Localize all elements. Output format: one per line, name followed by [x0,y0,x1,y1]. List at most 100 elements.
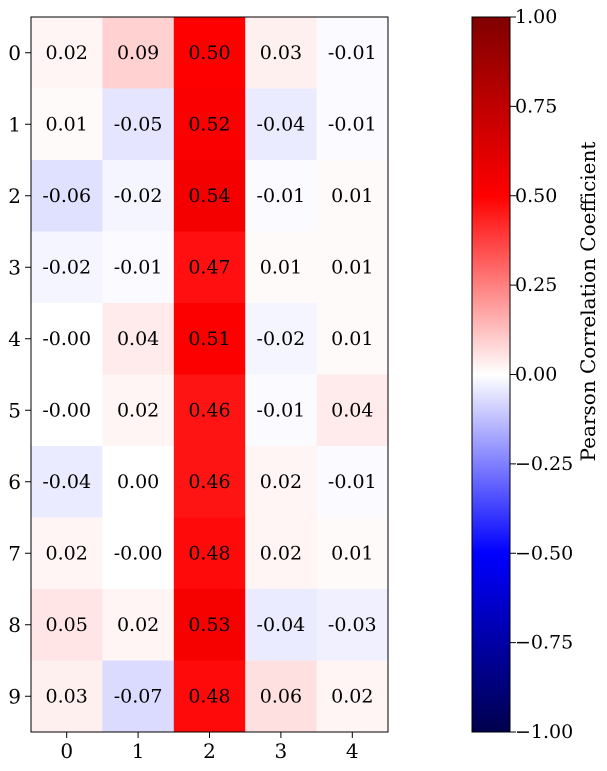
cell-value-label: 0.52 [188,113,230,135]
cell-value-label: 0.50 [188,42,230,64]
cell-value-label: 0.48 [188,685,230,707]
heatmap-cell [31,517,103,590]
cell-value-label: -0.00 [42,399,91,421]
cell-value-label: -0.00 [114,542,163,564]
heatmap-cell [173,17,246,89]
heatmap-cell [245,446,318,518]
heatmap-cell [245,231,318,304]
heatmap-cell [316,303,389,375]
colorbar-ticks: 1.00 0.75 0.50 0.25 0.00 −0.25 −0.50 −0.75 −1.00 [510,6,573,743]
heatmap-cell [245,88,318,161]
cell-value-label: 0.02 [331,685,373,707]
heatmap-cell [245,160,318,232]
cell-value-label: 0.01 [331,185,373,207]
cell-value-label: -0.05 [114,113,163,135]
cell-value-label: 0.03 [260,42,302,64]
cell-value-label: -0.04 [42,471,91,493]
cell-value-label: -0.01 [328,42,377,64]
heatmap-cell [102,231,175,304]
y-axis: 0 1 2 3 4 5 6 7 8 9 [8,41,31,708]
cell-value-label: 0.02 [117,614,159,636]
cell-value-label: 0.47 [188,256,230,278]
heatmap-cell [102,17,175,89]
heatmap-cell [245,17,318,89]
heatmap-cell [245,517,318,590]
x-tick-label: 2 [203,739,216,763]
heatmap-cell [173,160,246,232]
heatmap-cell [31,303,103,375]
colorbar [471,16,511,733]
cell-value-label: -0.01 [257,399,306,421]
heatmap-cell [245,303,318,375]
cell-value-label: -0.02 [257,328,306,350]
cell-value-label: -0.04 [257,113,306,135]
colorbar-tick-label: −0.75 [515,632,573,654]
cell-value-label: -0.03 [328,614,377,636]
colorbar-tick-label: −0.25 [515,453,573,475]
y-tick-label: 4 [8,327,21,351]
heatmap-cell [31,88,103,161]
heatmap-cell [316,88,389,161]
cell-value-label: 0.01 [331,328,373,350]
heatmap-cell [31,160,103,232]
heatmap-cell [316,446,389,518]
colorbar-tick-label: 0.75 [515,95,557,117]
cell-value-label: 0.03 [46,685,88,707]
cell-value-label: -0.00 [42,328,91,350]
heatmap-cell [173,303,246,375]
cell-value-label: -0.01 [328,113,377,135]
heatmap-cell [173,589,246,661]
x-tick-label: 0 [60,739,73,763]
heatmap-cell [316,589,389,661]
heatmap-cell [31,446,103,518]
heatmap-cell [316,231,389,304]
cell-value-label: -0.01 [257,185,306,207]
colorbar-label: Pearson Correlation Coefficient [576,142,600,462]
cell-value-label: 0.01 [331,256,373,278]
heatmap-cell [316,374,389,447]
heatmap-cell [173,446,246,518]
heatmap-cell [316,17,389,89]
heatmap-cell [316,517,389,590]
cell-value-label: -0.06 [42,185,91,207]
x-tick-label: 3 [275,739,288,763]
colorbar-tick-label: 0.00 [515,364,557,386]
heatmap-cell [245,374,318,447]
cell-value-label: 0.09 [117,42,159,64]
y-tick-label: 0 [8,41,21,65]
cell-value-label: 0.54 [188,185,230,207]
x-axis: 0 1 2 3 4 [60,732,359,763]
heatmap-cell [173,660,246,733]
cell-value-label: -0.04 [257,614,306,636]
heatmap-cell [173,231,246,304]
cell-value-label: 0.02 [260,542,302,564]
cell-value-label: 0.53 [188,614,230,636]
cell-value-label: 0.48 [188,542,230,564]
colorbar-tick-label: 1.00 [515,6,557,28]
heatmap-cell [31,589,103,661]
heatmap-cell [102,446,175,518]
cell-value-label: 0.04 [331,399,373,421]
cell-value-label: 0.46 [188,471,230,493]
heatmap-cell [31,231,103,304]
y-tick-label: 3 [8,255,21,279]
cell-value-label: 0.05 [46,614,88,636]
cell-value-label: 0.01 [46,113,88,135]
cell-value-label: -0.01 [328,471,377,493]
cell-value-label: 0.02 [46,42,88,64]
cell-value-label: 0.06 [260,685,302,707]
cell-value-label: 0.02 [46,542,88,564]
heatmap-cell [245,589,318,661]
colorbar-tick-label: −1.00 [515,721,573,743]
cell-value-label: 0.01 [260,256,302,278]
heatmap-cell [102,160,175,232]
heatmap-cell [316,660,389,733]
heatmap-cell [31,660,103,733]
cell-value-label: 0.01 [331,542,373,564]
y-tick-label: 9 [8,684,21,708]
y-tick-label: 5 [8,398,21,422]
heatmap-cells: 0.02 0.09 0.50 0.03 -0.010.01 -0.05 0.52 -0.04-… [31,17,389,733]
cell-value-label: -0.01 [114,256,163,278]
y-tick-label: 1 [8,112,21,136]
